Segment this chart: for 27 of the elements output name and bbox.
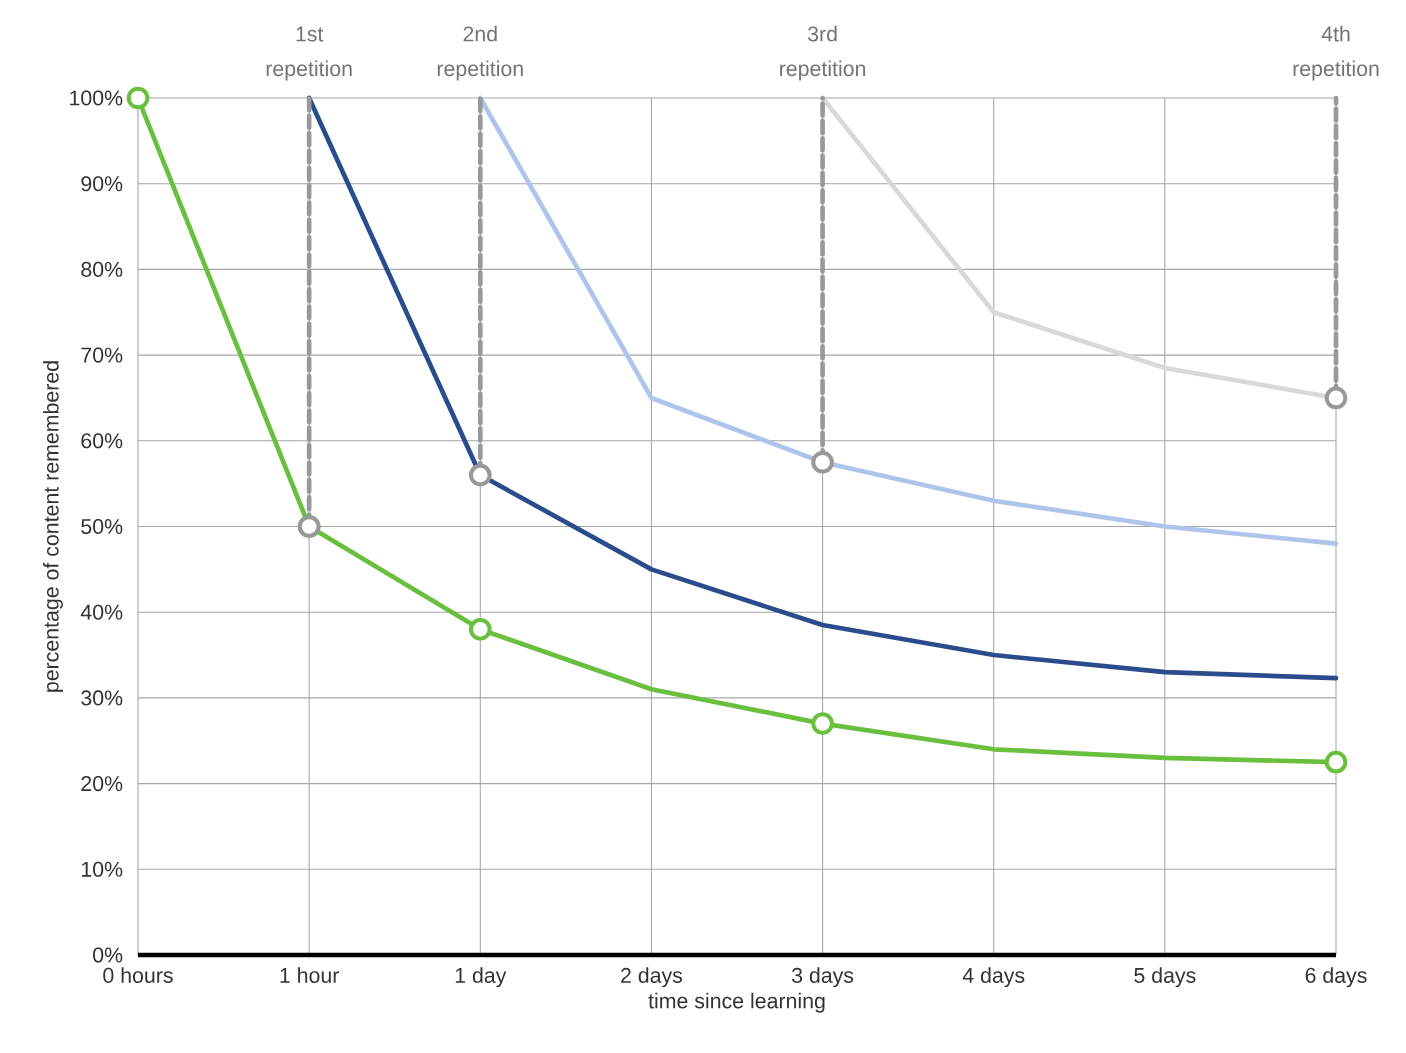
y-tick-label: 60% [81,433,123,449]
y-tick-label: 50% [81,518,123,535]
x-tick-label: 2 days [621,967,683,988]
y-tick-label: 30% [81,690,123,706]
x-tick-label: 4 days [962,967,1025,988]
line-series [477,95,1339,546]
y-tick-label: 20% [81,776,123,792]
y-tick-label: 40% [80,604,123,620]
annotation: 3rd repetition [780,25,866,81]
x-tick-label: 6 days [1305,967,1367,988]
x-tick-label: 1 hour [280,967,340,983]
y-axis-title: percentage of content remembered [43,361,63,692]
y-tick-label: 70% [81,347,123,363]
y-tick-label: 90% [81,176,123,192]
x-tick-label: 5 days [1134,967,1196,988]
annotation: 4th repetition [1293,25,1379,81]
y-tick-label: 80% [81,261,123,277]
y-tick-label: 100% [70,90,123,106]
annotation: 1st repetition [266,26,352,81]
x-tick-label: 0 hours [103,967,173,983]
x-axis-title: time since learning [648,992,825,1013]
y-tick-label: 0% [93,947,123,963]
x-tick-label: 3 days [791,967,854,988]
y-tick-label: 10% [82,861,123,877]
annotation: 2nd repetition [437,25,523,81]
line-series [306,95,1339,681]
x-tick-label: 1 day [455,967,507,988]
